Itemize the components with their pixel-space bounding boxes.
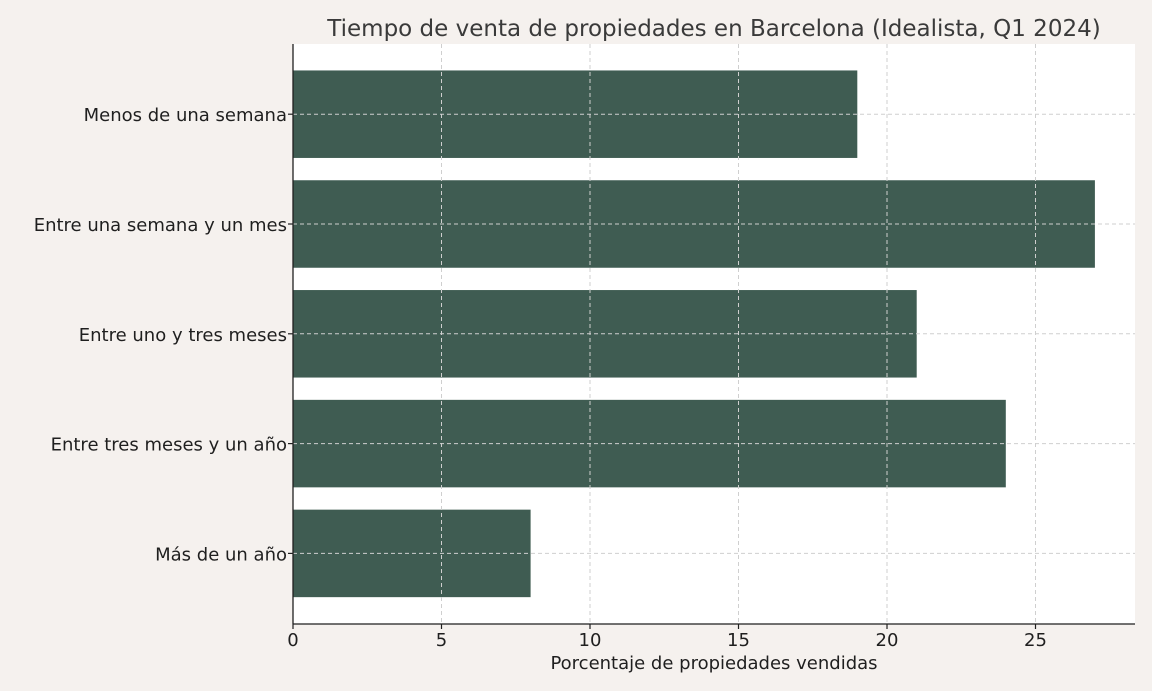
category-label: Entre uno y tres meses xyxy=(79,325,287,346)
category-label: Menos de una semana xyxy=(84,105,287,126)
category-label: Más de un año xyxy=(155,544,287,565)
chart-title: Tiempo de venta de propiedades en Barcel… xyxy=(326,16,1100,42)
x-tick-labels: 0 5 10 15 20 25 xyxy=(287,624,1047,651)
x-tick-label: 5 xyxy=(436,630,447,651)
x-tick-label: 20 xyxy=(876,630,899,651)
x-tick-label: 25 xyxy=(1024,630,1047,651)
x-axis-title: Porcentaje de propiedades vendidas xyxy=(550,653,877,674)
y-gridlines xyxy=(293,113,1135,554)
x-tick-label: 15 xyxy=(727,630,750,651)
x-tick-label: 0 xyxy=(287,630,298,651)
x-tick-label: 10 xyxy=(579,630,602,651)
category-labels: Menos de una semana Entre una semana y un… xyxy=(34,105,293,565)
category-label: Entre una semana y un mes xyxy=(34,215,287,236)
category-label: Entre tres meses y un año xyxy=(51,435,287,456)
